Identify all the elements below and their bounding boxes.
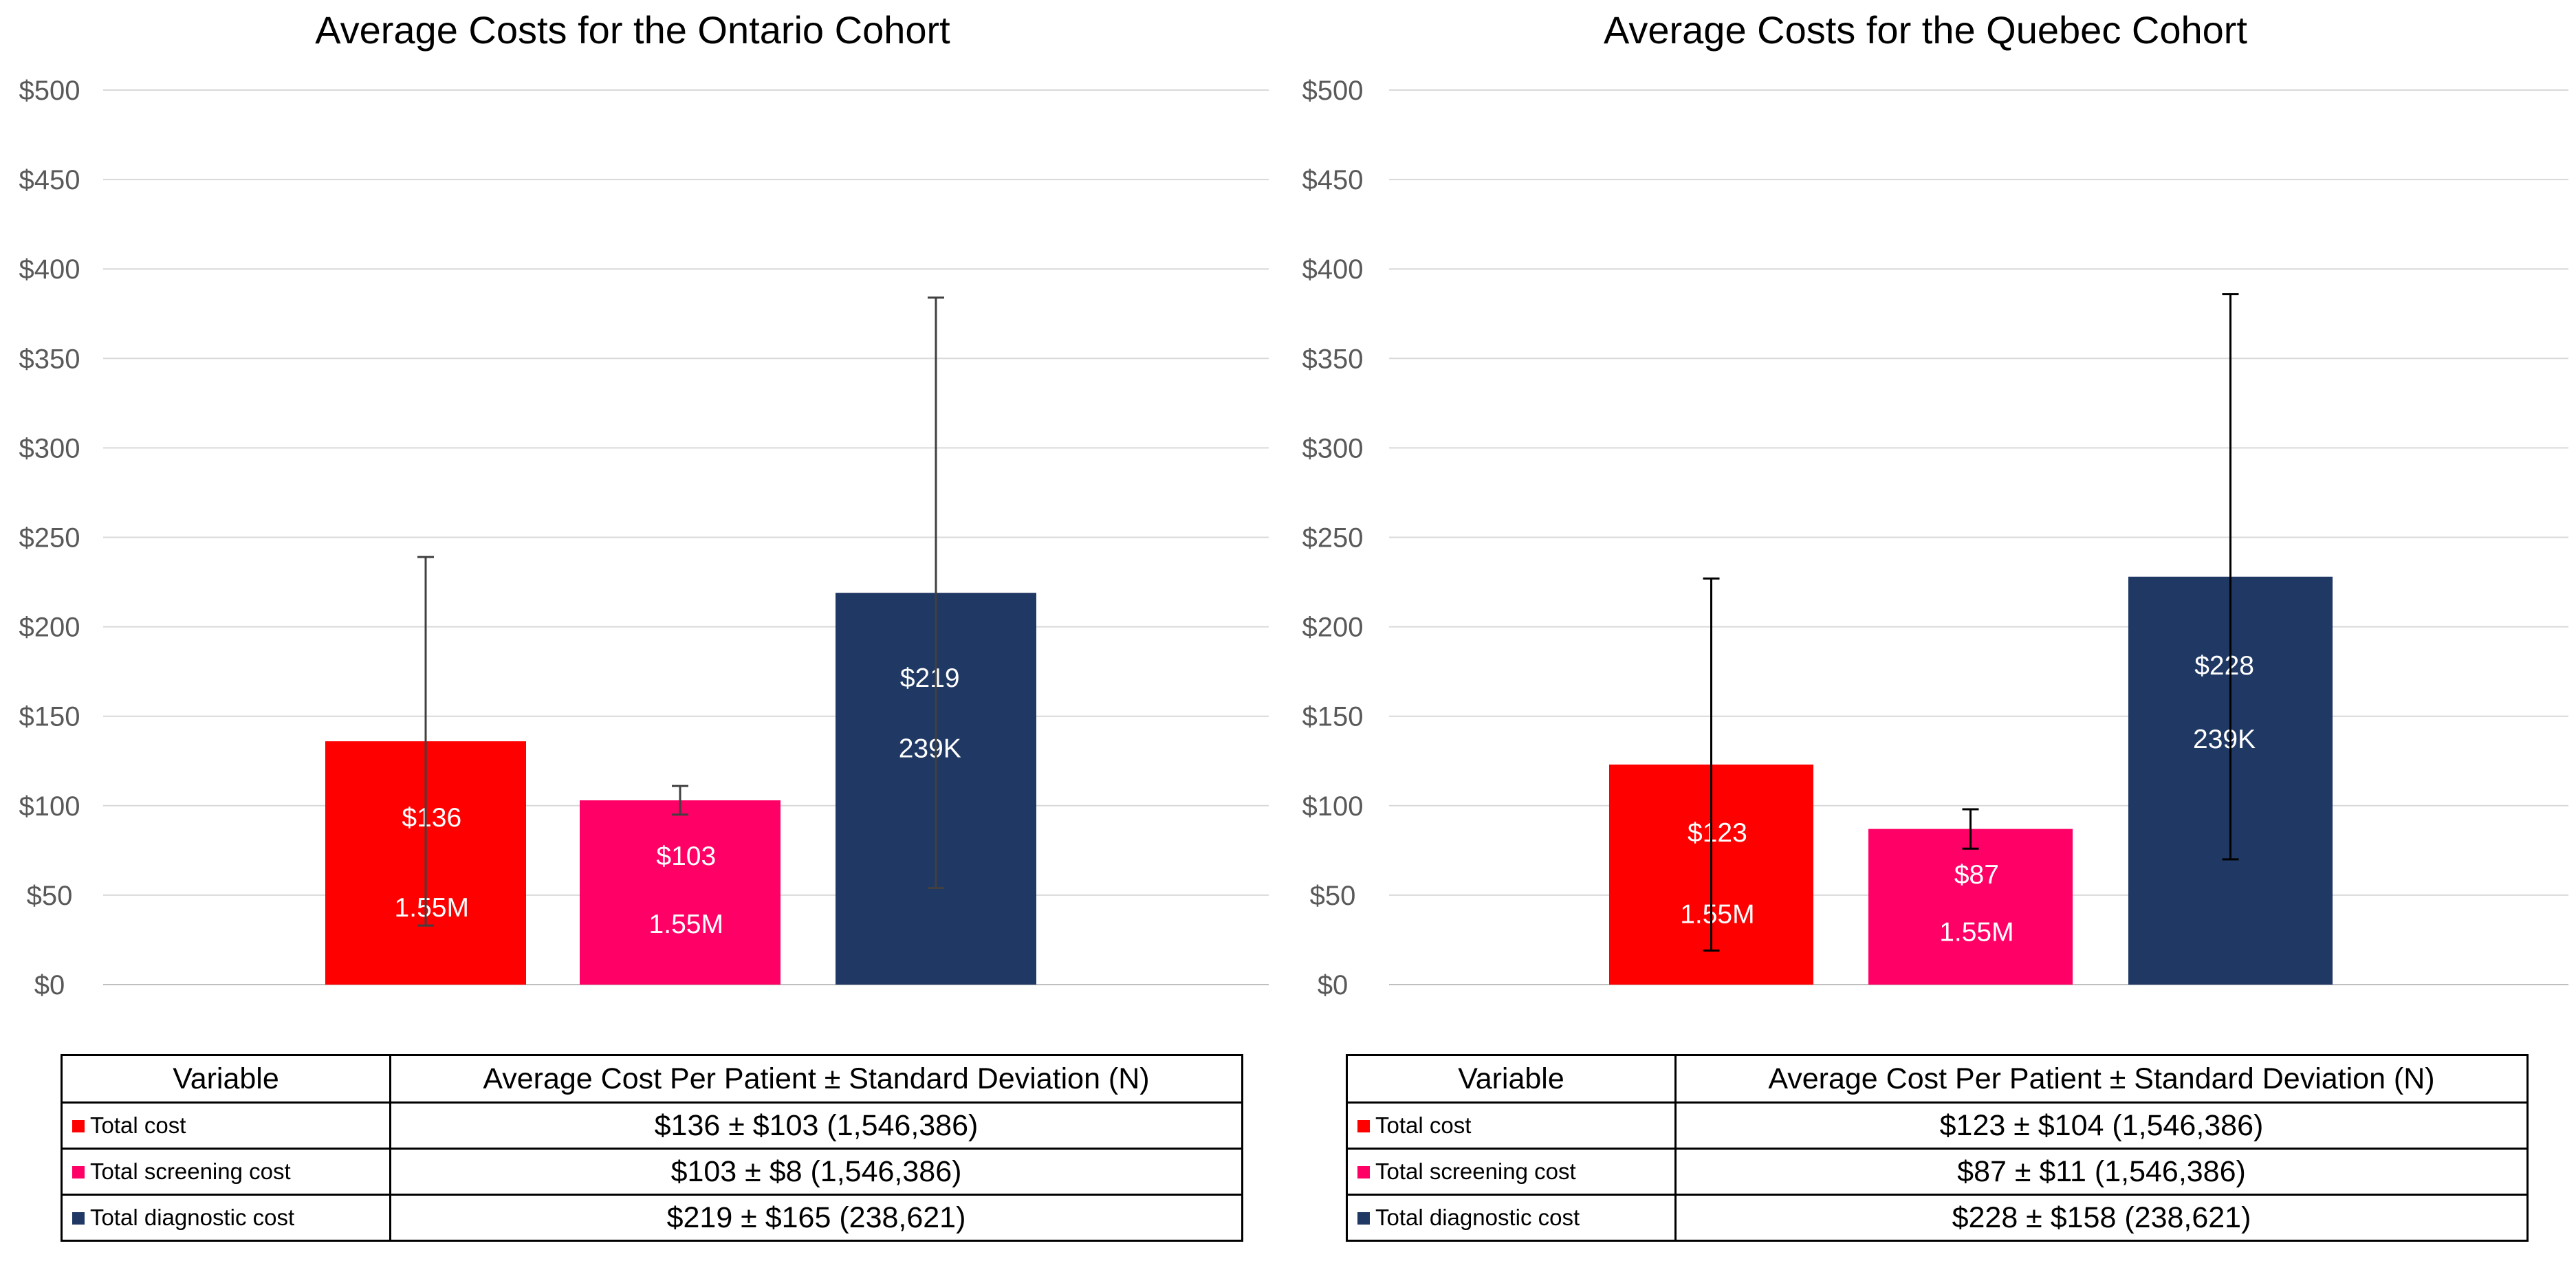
table-cell-value: $136 ± $103 (1,546,386) <box>389 1101 1243 1150</box>
table-cell-variable: Total diagnostic cost <box>61 1194 391 1242</box>
table-cell-value: $219 ± $165 (238,621) <box>389 1194 1243 1242</box>
red-legend-swatch <box>72 1120 85 1132</box>
bar-value-label: $136 <box>402 803 461 833</box>
bar-n-label: 239K <box>2193 725 2256 754</box>
y-tick-label: $400 <box>19 254 80 285</box>
table-header-row: Variable Average Cost Per Patient ± Stan… <box>1346 1054 2529 1104</box>
table-row: Total cost $123 ± $104 (1,546,386) <box>1346 1101 2529 1150</box>
y-tick-label: $150 <box>1302 702 1364 732</box>
variable-label: Total diagnostic cost <box>1375 1205 1580 1230</box>
bar-n-label: 1.55M <box>1939 918 2013 947</box>
y-tick-label: $400 <box>1302 254 1364 285</box>
y-tick-label: $50 <box>27 881 73 911</box>
bar-n-label: 239K <box>899 734 961 763</box>
y-tick-label: $0 <box>1318 970 1349 1000</box>
bar-n-label: 1.55M <box>395 893 469 923</box>
y-tick-label: $300 <box>1302 433 1364 463</box>
bar-n-label: 1.55M <box>1680 899 1754 929</box>
bar-value-label: $103 <box>656 842 716 871</box>
table-cell-variable: Total cost <box>61 1101 391 1150</box>
y-tick-label: $200 <box>1302 613 1364 643</box>
y-tick-label: $150 <box>19 702 80 732</box>
table-header-variable: Variable <box>1346 1054 1677 1104</box>
table-header-average-cost: Average Cost Per Patient ± Standard Devi… <box>1674 1054 2529 1104</box>
y-tick-label: $200 <box>19 613 80 643</box>
navy-legend-swatch <box>1357 1212 1370 1225</box>
table-cell-variable: Total cost <box>1346 1101 1677 1150</box>
table-row: Total diagnostic cost $219 ± $165 (238,6… <box>61 1194 1243 1242</box>
table-row: Total screening cost $87 ± $11 (1,546,38… <box>1346 1148 2529 1196</box>
table-row: Total cost $136 ± $103 (1,546,386) <box>61 1101 1243 1150</box>
y-tick-label: $500 <box>1302 76 1364 106</box>
table-header-variable: Variable <box>61 1054 391 1104</box>
y-tick-label: $50 <box>1310 881 1356 911</box>
variable-label: Total diagnostic cost <box>90 1205 295 1230</box>
table-header-average-cost: Average Cost Per Patient ± Standard Devi… <box>389 1054 1243 1104</box>
y-tick-label: $500 <box>19 76 80 106</box>
y-tick-label: $100 <box>19 791 80 822</box>
table-row: Total screening cost $103 ± $8 (1,546,38… <box>61 1148 1243 1196</box>
red-legend-swatch <box>1357 1120 1370 1132</box>
bar-total-screening-cost <box>580 800 781 985</box>
chart-title: Average Costs for the Ontario Cohort <box>315 8 950 52</box>
table-cell-variable: Total screening cost <box>1346 1148 1677 1196</box>
pink-legend-swatch <box>72 1166 85 1178</box>
variable-label: Total cost <box>1375 1112 1472 1138</box>
quebec-cost-table: Variable Average Cost Per Patient ± Stan… <box>1346 1054 2529 1242</box>
bar-value-label: $219 <box>900 664 960 693</box>
ontario-chart: Average Costs for the Ontario Cohort $0 $5… <box>19 8 1269 1000</box>
table-cell-value: $123 ± $104 (1,546,386) <box>1674 1101 2529 1150</box>
y-tick-label: $450 <box>19 165 80 195</box>
y-tick-label: $300 <box>19 433 80 463</box>
bar-value-label: $228 <box>2194 651 2254 681</box>
y-tick-label: $350 <box>19 344 80 374</box>
table-header-row: Variable Average Cost Per Patient ± Stan… <box>61 1054 1243 1104</box>
variable-label: Total cost <box>90 1112 186 1138</box>
variable-label: Total screening cost <box>1375 1159 1576 1184</box>
ontario-cost-table: Variable Average Cost Per Patient ± Stan… <box>61 1054 1243 1242</box>
bar-value-label: $87 <box>1954 860 1999 890</box>
y-tick-label: $350 <box>1302 344 1364 374</box>
table-cell-variable: Total diagnostic cost <box>1346 1194 1677 1242</box>
pink-legend-swatch <box>1357 1166 1370 1178</box>
bar-total-screening-cost <box>1868 829 2073 985</box>
y-tick-label: $100 <box>1302 791 1364 822</box>
table-cell-variable: Total screening cost <box>61 1148 391 1196</box>
navy-legend-swatch <box>72 1212 85 1225</box>
y-tick-label: $250 <box>1302 523 1364 553</box>
y-tick-label: $450 <box>1302 165 1364 195</box>
quebec-chart: Average Costs for the Quebec Cohort $0 $50… <box>1302 8 2568 1000</box>
table-cell-value: $103 ± $8 (1,546,386) <box>389 1148 1243 1196</box>
y-tick-label: $250 <box>19 523 80 553</box>
variable-label: Total screening cost <box>90 1159 291 1184</box>
bar-n-label: 1.55M <box>649 910 723 939</box>
bar-value-label: $123 <box>1688 818 1747 848</box>
table-cell-value: $228 ± $158 (238,621) <box>1674 1194 2529 1242</box>
table-cell-value: $87 ± $11 (1,546,386) <box>1674 1148 2529 1196</box>
table-row: Total diagnostic cost $228 ± $158 (238,6… <box>1346 1194 2529 1242</box>
y-tick-label: $0 <box>34 970 65 1000</box>
chart-title: Average Costs for the Quebec Cohort <box>1604 8 2247 52</box>
